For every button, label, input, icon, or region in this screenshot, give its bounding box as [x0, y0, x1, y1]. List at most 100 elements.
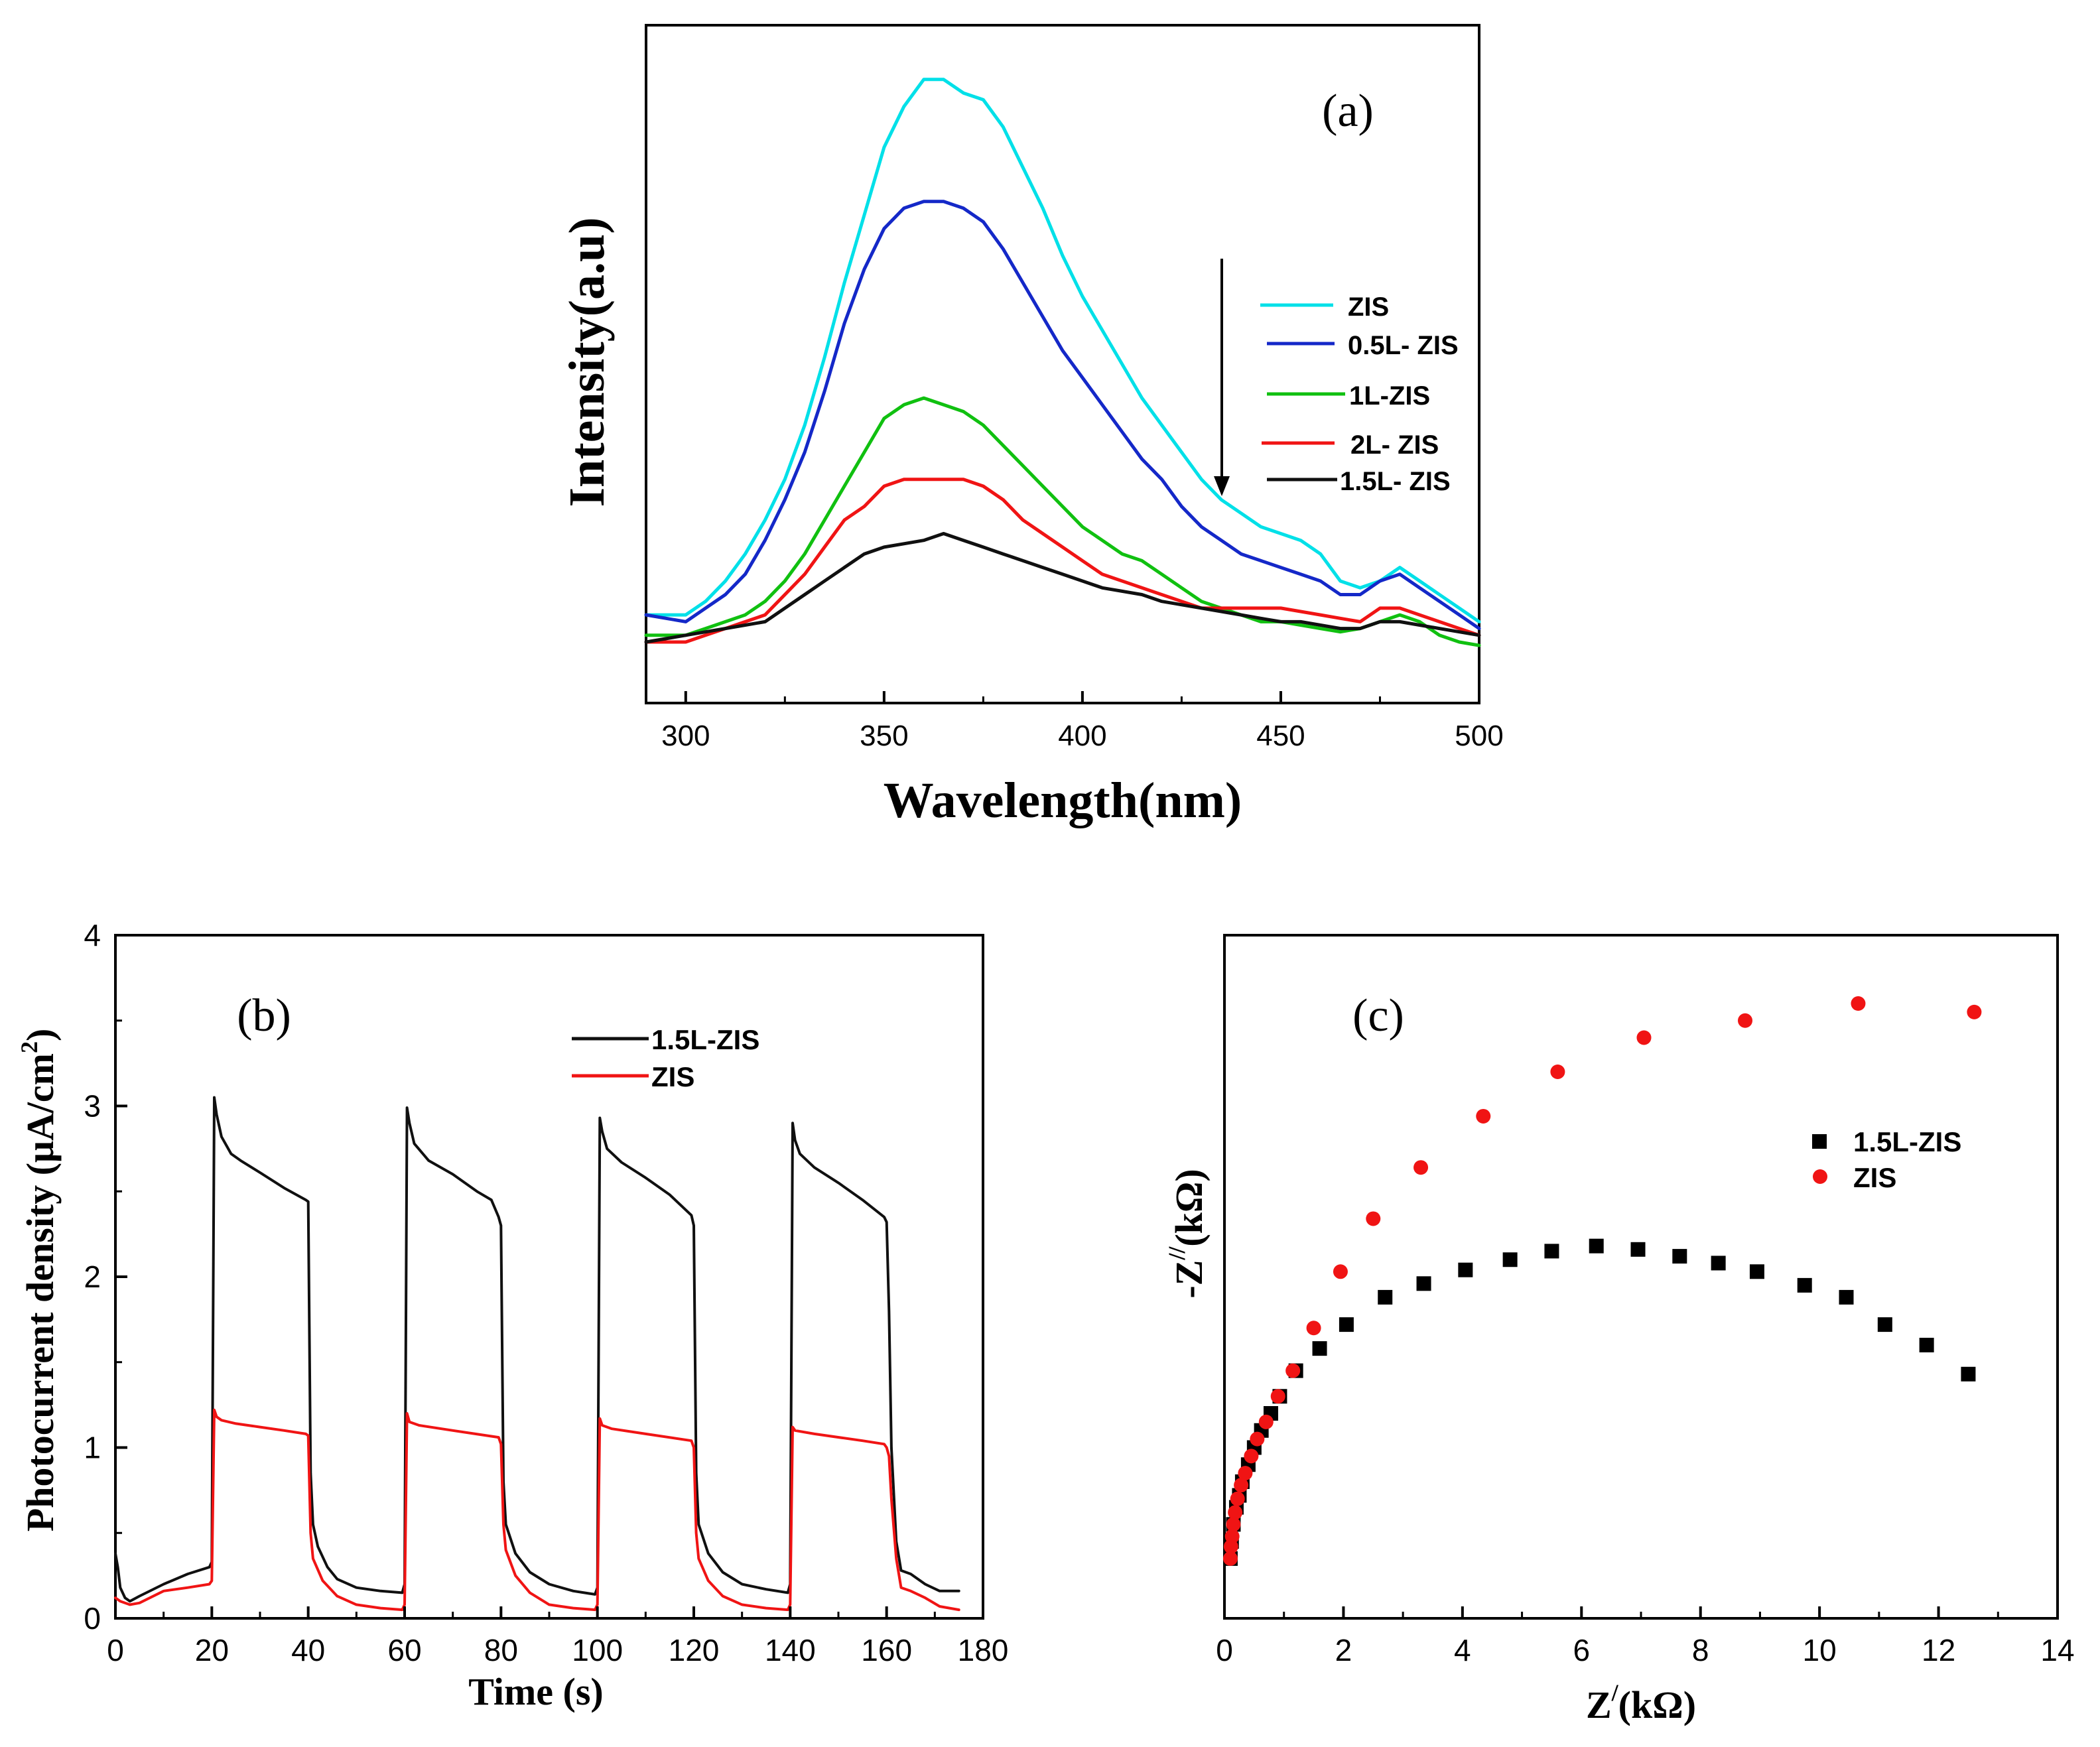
- panel-c-point-square: [1544, 1244, 1559, 1259]
- panel-c-x-axis-label-end: (kΩ): [1618, 1683, 1696, 1726]
- panel-b: 0 20 40 60 80 100 120 140 160 180 0 1 2 3 4 (b) Time …: [16, 918, 1008, 1713]
- panel-b-x-ticks: 0 20 40 60 80 100 120 140 160 180: [107, 1606, 1008, 1667]
- panel-a-series-line-2l-zis: [644, 478, 1481, 644]
- panel-c-point-circle: [1636, 1030, 1652, 1045]
- panel-b-x-tick-label: 80: [484, 1633, 518, 1667]
- panel-b-x-tick-label: 140: [765, 1633, 816, 1667]
- panel-c-x-tick-label: 0: [1216, 1633, 1233, 1667]
- panel-c-point-circle: [1270, 1389, 1285, 1404]
- panel-b-x-tick-label: 40: [291, 1633, 325, 1667]
- panel-b-series-line-zis: [114, 1408, 960, 1612]
- legend-b-label-0: 1.5L-ZIS: [651, 1024, 759, 1055]
- panel-c-x-tick-label: 14: [2040, 1633, 2074, 1667]
- panel-c-point-circle: [1306, 1321, 1321, 1336]
- panel-c-point-square: [1312, 1341, 1327, 1356]
- panel-c-point-square: [1711, 1256, 1726, 1271]
- panel-b-y-axis-label-main: Photocurrent density (μA/cm: [19, 1053, 62, 1531]
- legend-c-label-0: 1.5L-ZIS: [1853, 1126, 1961, 1157]
- panel-a-legend: ZIS 0.5L- ZIS 1L-ZIS 2L- ZIS 1.5L- ZIS: [1260, 292, 1459, 496]
- panel-c-point-square: [1919, 1338, 1934, 1352]
- panel-a-series-line-0.5l-zis: [644, 200, 1481, 631]
- panel-b-x-tick-label: 160: [861, 1633, 912, 1667]
- panel-a-label: (a): [1322, 86, 1374, 137]
- panel-b-x-tick-label: 0: [107, 1633, 124, 1667]
- panel-c-point-circle: [1851, 996, 1866, 1011]
- legend-c-marker-0: [1812, 1134, 1827, 1149]
- panel-a-x-tick-label: 350: [860, 720, 908, 752]
- panel-a: 300 350 400 450 500 (a) Wavelength(nm) Inten…: [559, 24, 1504, 828]
- legend-c-marker-1: [1813, 1169, 1827, 1184]
- panel-a-y-axis-label: Intensity(a.u): [559, 217, 615, 507]
- panel-c: 0 2 4 6 8 10 12 14 (c) Z/(kΩ) -Z//(kΩ) 1.5L-ZIS…: [1163, 934, 2075, 1726]
- panel-c-point-square: [1839, 1289, 1854, 1305]
- panel-c-y-axis-label-sup: //: [1163, 1246, 1190, 1261]
- panel-c-point-square: [1458, 1262, 1473, 1277]
- panel-c-series-group: [1222, 996, 1982, 1566]
- panel-b-y-tick-label: 2: [84, 1260, 101, 1294]
- panel-a-x-axis-label: Wavelength(nm): [884, 773, 1242, 828]
- panel-c-x-axis-label-main: Z: [1586, 1683, 1612, 1726]
- panel-c-point-square: [1797, 1277, 1812, 1293]
- panel-c-point-square: [1749, 1264, 1764, 1279]
- panel-b-x-tick-label: 60: [387, 1633, 421, 1667]
- panel-a-series-group: [644, 78, 1481, 647]
- panel-c-point-circle: [1258, 1414, 1274, 1429]
- panel-c-point-circle: [1738, 1013, 1752, 1028]
- panel-c-point-circle: [1226, 1517, 1241, 1532]
- panel-b-x-tick-label: 120: [669, 1633, 720, 1667]
- panel-b-x-tick-label: 180: [958, 1633, 1009, 1667]
- panel-c-point-square: [1877, 1317, 1892, 1332]
- panel-c-point-circle: [1222, 1551, 1238, 1566]
- panel-c-y-axis-label: -Z//(kΩ): [1163, 1169, 1211, 1298]
- panel-c-point-circle: [1333, 1264, 1348, 1279]
- panel-a-series-line-zis: [644, 78, 1481, 623]
- panel-c-point-square: [1378, 1289, 1393, 1305]
- legend-a-label-1: 0.5L- ZIS: [1348, 331, 1459, 360]
- panel-a-decrease-arrow: [1214, 259, 1230, 496]
- panel-c-point-circle: [1366, 1211, 1381, 1226]
- panel-b-label: (b): [237, 990, 291, 1041]
- panel-b-y-axis-label-sup: 2: [16, 1041, 42, 1053]
- panel-c-point-circle: [1228, 1505, 1243, 1520]
- panel-c-x-tick-label: 8: [1692, 1633, 1709, 1667]
- panel-c-point-circle: [1250, 1431, 1265, 1447]
- panel-b-x-tick-label: 20: [195, 1633, 229, 1667]
- legend-a-label-3: 2L- ZIS: [1350, 430, 1439, 460]
- panel-a-x-tick-label: 450: [1256, 720, 1305, 752]
- panel-c-point-square: [1589, 1238, 1604, 1254]
- panel-c-y-axis-label-end: (kΩ): [1167, 1169, 1211, 1246]
- panel-c-x-axis-label-sup: /: [1611, 1679, 1619, 1706]
- panel-a-x-tick-label: 300: [661, 720, 710, 752]
- panel-c-point-square: [1502, 1252, 1518, 1267]
- panel-c-point-circle: [1230, 1491, 1245, 1506]
- panel-a-x-tick-label: 400: [1058, 720, 1106, 752]
- panel-b-series-line-1.5l-zis: [114, 1096, 960, 1603]
- panel-c-point-circle: [1550, 1065, 1565, 1079]
- panel-a-x-tick-label: 500: [1455, 720, 1503, 752]
- panel-c-point-circle: [1224, 1529, 1240, 1544]
- panel-c-point-square: [1630, 1242, 1646, 1257]
- panel-c-point-circle: [1967, 1004, 1982, 1019]
- panel-b-series-group: [114, 1096, 960, 1612]
- panel-c-point-circle: [1244, 1449, 1259, 1464]
- panel-c-point-circle: [1476, 1108, 1491, 1124]
- panel-a-x-ticks: 300 350 400 450 500: [661, 691, 1504, 752]
- panel-b-y-tick-label: 3: [84, 1089, 101, 1124]
- panel-a-series-line-1.5l-zis: [644, 532, 1481, 644]
- panel-c-point-circle: [1238, 1466, 1253, 1481]
- panel-a-plot-frame: [645, 24, 1480, 704]
- panel-b-y-tick-label: 1: [84, 1431, 101, 1465]
- panel-c-point-square: [1416, 1276, 1431, 1291]
- legend-a-label-2: 1L-ZIS: [1349, 381, 1430, 411]
- legend-a-label-4: 1.5L- ZIS: [1340, 467, 1451, 496]
- panel-b-y-axis-label-end: ): [19, 1029, 62, 1041]
- panel-c-x-tick-label: 10: [1803, 1633, 1837, 1667]
- panel-c-x-ticks: 0 2 4 6 8 10 12 14: [1216, 1606, 2075, 1667]
- panel-b-y-ticks: 0 1 2 3 4: [84, 918, 127, 1636]
- panel-a-series-line-1l-zis: [644, 396, 1481, 647]
- legend-b-label-1: ZIS: [651, 1061, 694, 1092]
- legend-c-label-1: ZIS: [1853, 1162, 1896, 1193]
- panel-c-point-circle: [1285, 1363, 1301, 1378]
- panel-c-point-square: [1961, 1366, 1976, 1382]
